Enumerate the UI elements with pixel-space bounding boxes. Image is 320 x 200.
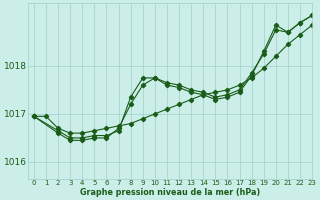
X-axis label: Graphe pression niveau de la mer (hPa): Graphe pression niveau de la mer (hPa): [80, 188, 260, 197]
